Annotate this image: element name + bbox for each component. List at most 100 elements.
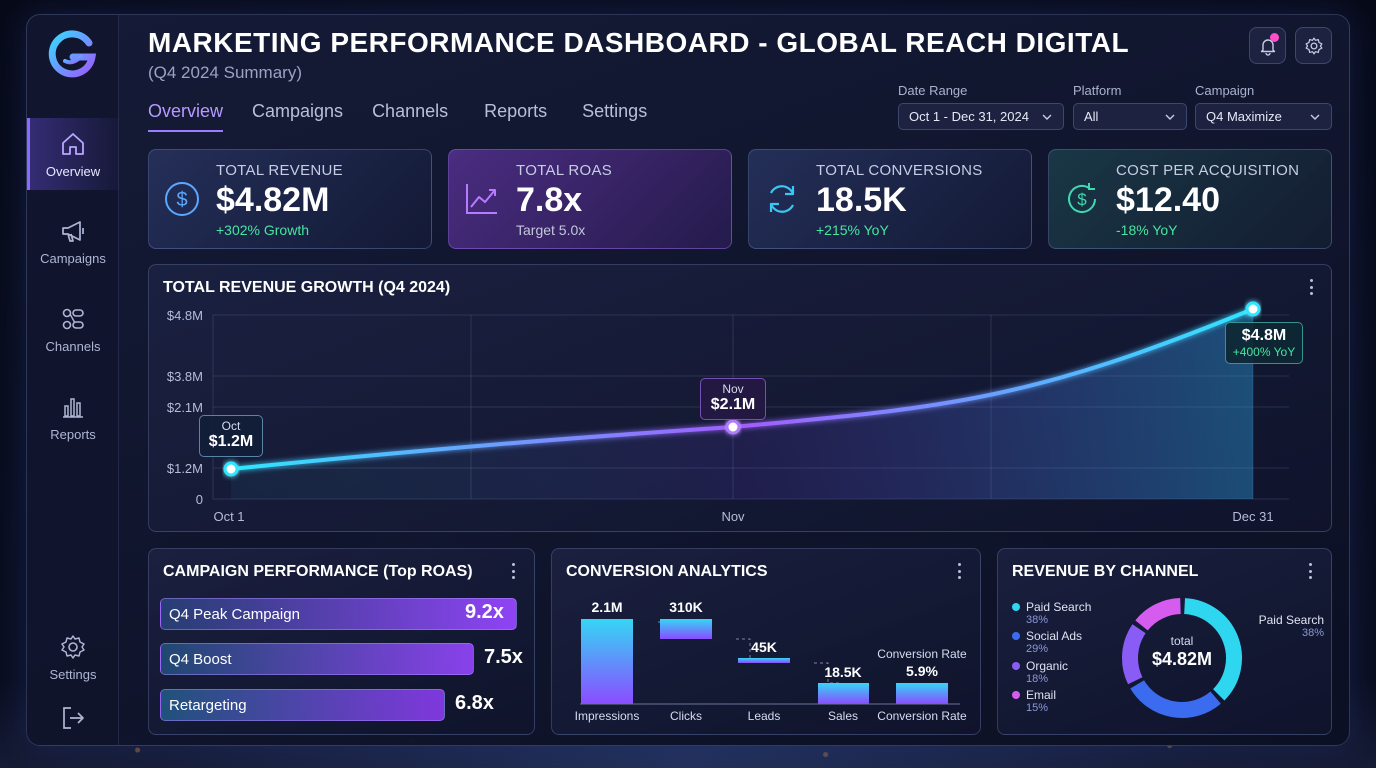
- kpi-sub: +215% YoY: [816, 222, 889, 238]
- chevron-down-icon: [1165, 114, 1175, 120]
- logout-button[interactable]: [59, 704, 87, 732]
- callout-oct: Oct $1.2M: [199, 415, 263, 457]
- kpi-sub: +302% Growth: [216, 222, 309, 238]
- notifications-button[interactable]: [1249, 27, 1286, 64]
- callout-dec: $4.8M +400% YoY: [1225, 322, 1303, 364]
- brand-logo-icon: [48, 30, 97, 78]
- sidebar-item-overview[interactable]: Overview: [27, 118, 119, 190]
- date-range-value: Oct 1 - Dec 31, 2024: [909, 109, 1029, 124]
- conversion-funnel-chart: [580, 619, 960, 705]
- logout-icon: [63, 707, 84, 729]
- tab-campaigns[interactable]: Campaigns: [252, 101, 344, 121]
- funnel-value: 5.9%: [906, 663, 938, 679]
- legend-dot: [1012, 632, 1020, 640]
- revenue-line-chart: 0 $1.2M $2.1M $3.8M $4.8M Oct 1 Nov Dec 31: [167, 301, 1289, 524]
- tab-channels[interactable]: Channels: [372, 101, 449, 121]
- callout-nov: Nov $2.1M: [700, 378, 766, 420]
- campaign-bar[interactable]: Q4 Peak Campaign: [160, 598, 517, 630]
- kpi-label: TOTAL REVENUE: [216, 162, 343, 179]
- data-point[interactable]: [725, 419, 741, 435]
- date-range-label: Date Range: [898, 83, 968, 98]
- kpi-total-conversions: TOTAL CONVERSIONS 18.5K +215% YoY: [748, 149, 1032, 249]
- data-point[interactable]: [223, 461, 239, 477]
- channel-menu-button[interactable]: [1305, 561, 1315, 581]
- date-range-select[interactable]: Oct 1 - Dec 31, 2024: [898, 103, 1064, 130]
- callout-sub: +400% YoY: [1232, 345, 1296, 359]
- y-tick-label: $2.1M: [167, 400, 203, 415]
- tab-overview[interactable]: Overview: [148, 101, 224, 132]
- donut-slice[interactable]: [1135, 598, 1182, 631]
- callout-value: $2.1M: [710, 396, 756, 413]
- panel-title: CAMPAIGN PERFORMANCE (Top ROAS): [163, 563, 473, 580]
- donut-center-value: $4.82M: [1151, 649, 1213, 669]
- sidebar-item-label: Reports: [50, 426, 96, 442]
- platform-select[interactable]: All: [1073, 103, 1187, 130]
- page-subtitle: (Q4 2024 Summary): [148, 63, 302, 82]
- campaign-menu-button[interactable]: [508, 561, 518, 581]
- settings-button[interactable]: [1295, 27, 1332, 64]
- data-point[interactable]: [1245, 301, 1261, 317]
- revenue-growth-panel: TOTAL REVENUE GROWTH (Q4 2024): [148, 264, 1332, 532]
- dashboard-window: Overview Campaigns Channels Reports Sett…: [26, 14, 1350, 746]
- sidebar-item-reports[interactable]: Reports: [27, 381, 119, 453]
- campaign-value: Q4 Maximize: [1206, 109, 1282, 124]
- sidebar-item-settings[interactable]: Settings: [27, 621, 119, 693]
- donut-callout-name: Paid Search: [1258, 613, 1324, 627]
- donut-center-label: total: [1170, 634, 1194, 648]
- campaign-filter: Campaign Q4 Maximize: [1195, 83, 1332, 130]
- sidebar-item-campaigns[interactable]: Campaigns: [27, 205, 119, 277]
- campaign-roas-value: 9.2x: [465, 601, 504, 623]
- dollar-cycle-icon: $: [1068, 183, 1096, 213]
- callout-value: $4.8M: [1241, 327, 1287, 344]
- sidebar-item-channels[interactable]: Channels: [27, 293, 119, 365]
- x-tick-label: Nov: [721, 509, 745, 524]
- legend-dot: [1012, 603, 1020, 611]
- donut-slice[interactable]: [1122, 624, 1146, 685]
- svg-text:$: $: [1077, 190, 1087, 209]
- donut-slice[interactable]: [1130, 680, 1221, 718]
- sidebar-item-label: Overview: [45, 163, 101, 179]
- funnel-label: Impressions: [574, 709, 640, 723]
- conversion-menu-button[interactable]: [954, 561, 964, 581]
- chart-title: TOTAL REVENUE GROWTH (Q4 2024): [163, 279, 451, 296]
- channel-legend-item[interactable]: Organic 18%: [1012, 659, 1068, 685]
- platform-value: All: [1084, 109, 1099, 124]
- funnel-label: Clicks: [670, 709, 702, 723]
- gear-icon: [61, 634, 85, 659]
- channel-legend-item[interactable]: Social Ads 29%: [1012, 629, 1082, 655]
- sidebar-item-label: Channels: [45, 338, 101, 354]
- kpi-label: COST PER ACQUISITION: [1116, 162, 1300, 179]
- funnel-bar-clicks: [660, 619, 712, 639]
- funnel-value: 310K: [669, 599, 703, 615]
- channel-legend-item[interactable]: Email 15%: [1012, 688, 1056, 714]
- kpi-cost-per-acquisition: $ COST PER ACQUISITION $12.40 -18% YoY: [1048, 149, 1332, 249]
- gear-icon: [1305, 37, 1322, 54]
- chevron-down-icon: [1310, 114, 1320, 120]
- campaign-bar[interactable]: Q4 Boost: [160, 643, 474, 675]
- campaign-select[interactable]: Q4 Maximize: [1195, 103, 1332, 130]
- donut-slice[interactable]: [1183, 598, 1242, 701]
- revenue-chart-menu-button[interactable]: [1306, 277, 1316, 297]
- kpi-label: TOTAL CONVERSIONS: [816, 162, 983, 179]
- funnel-value: 2.1M: [591, 599, 623, 615]
- y-tick-label: $3.8M: [167, 369, 203, 384]
- revenue-by-channel-panel: REVENUE BY CHANNEL Paid Search 38% Social …: [997, 548, 1332, 735]
- channels-icon: [62, 308, 84, 329]
- tab-settings[interactable]: Settings: [582, 101, 648, 121]
- channel-legend-item[interactable]: Paid Search 38%: [1012, 600, 1091, 626]
- campaign-performance-panel: CAMPAIGN PERFORMANCE (Top ROAS) Q4 Peak …: [148, 548, 535, 735]
- kpi-total-revenue: $ TOTAL REVENUE $4.82M +302% Growth: [148, 149, 432, 249]
- y-tick-label: 0: [196, 492, 203, 507]
- tab-reports[interactable]: Reports: [484, 101, 548, 121]
- campaign-bar[interactable]: Retargeting: [160, 689, 445, 721]
- revenue-area: [231, 309, 1253, 499]
- callout-label: Nov: [722, 382, 744, 396]
- campaign-roas-value: 6.8x: [455, 692, 494, 714]
- platform-label: Platform: [1073, 83, 1122, 98]
- kpi-total-roas: TOTAL ROAS 7.8x Target 5.0x: [448, 149, 732, 249]
- legend-name: Paid Search: [1026, 600, 1092, 614]
- funnel-value: 45K: [751, 639, 777, 655]
- chevron-down-icon: [1042, 114, 1052, 120]
- page-title: MARKETING PERFORMANCE DASHBOARD - GLOBAL…: [148, 27, 1130, 58]
- funnel-bar-leads: [738, 658, 790, 663]
